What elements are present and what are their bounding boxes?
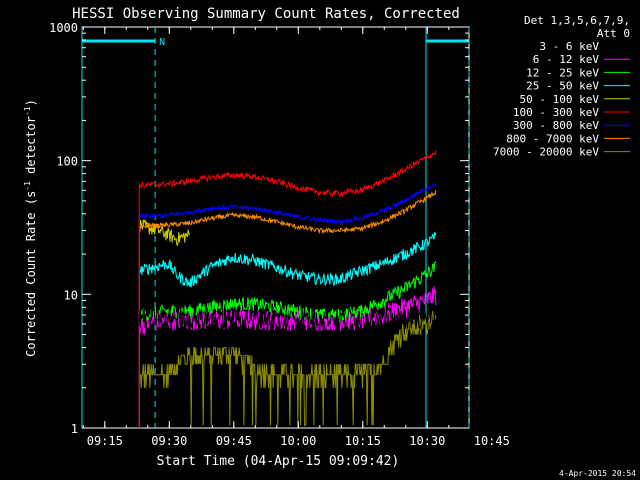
x-tick-label: 10:00 [280,434,316,448]
y-axis-label-sup2: -1 [23,106,32,116]
y-tick-label: 1 [71,422,78,436]
footer-timestamp: 4-Apr-2015 20:54 [559,469,636,478]
series-line [138,310,437,428]
series-line [138,219,190,428]
legend-entry-label: 7000 - 20000 keV [493,146,599,159]
legend-header-line-1: Det 1,3,5,6,7,9, [524,14,630,27]
x-tick-label: 09:15 [87,434,123,448]
legend-entry-label: 12 - 25 keV [526,66,599,79]
legend-entry-label: 800 - 7000 keV [506,132,599,145]
flag-label: N [159,37,165,48]
legend-entry-label: 25 - 50 keV [526,80,599,93]
series-layer [138,150,437,428]
y-axis-label-main: Corrected Count Rate (s [24,191,38,357]
series-line [138,150,437,428]
legend-entry-label: 3 - 6 keV [539,40,599,53]
x-tick-label: 09:30 [151,434,187,448]
y-tick-label: 1000 [49,21,78,35]
y-axis-label-end: ) [24,99,38,106]
series-line [138,190,437,428]
y-axis-label-mid: detector [24,116,38,181]
series-line [138,181,437,428]
x-axis-label: Start Time (04-Apr-15 09:09:42) [157,454,400,469]
legend-entry-label: 100 - 300 keV [513,106,599,119]
chart-title: HESSI Observing Summary Count Rates, Cor… [72,6,460,22]
y-axis-label-sup1: -1 [23,181,32,191]
y-tick-label: 10 [64,288,78,302]
x-tick-label: 10:15 [345,434,381,448]
legend-entry-label: 50 - 100 keV [520,93,600,106]
legend-header-line-2: Att 0 [597,27,630,40]
legend-entry-label: 300 - 800 keV [513,119,599,132]
y-tick-label: 100 [56,155,78,169]
axis-ticks: 09:15 09:30 09:45 10:00 10:15 10:30 10:45 1 10 10… [49,21,510,448]
marker-lines: N [81,27,470,428]
x-tick-label: 10:45 [474,434,510,448]
y-axis-label: Corrected Count Rate (s-1 detector-1) [23,99,38,357]
legend-entry-label: 6 - 12 keV [533,53,600,66]
x-tick-label: 10:30 [409,434,445,448]
series-line-3-6-kev [138,306,437,331]
series-line [138,232,437,428]
x-tick-label: 09:45 [216,434,252,448]
